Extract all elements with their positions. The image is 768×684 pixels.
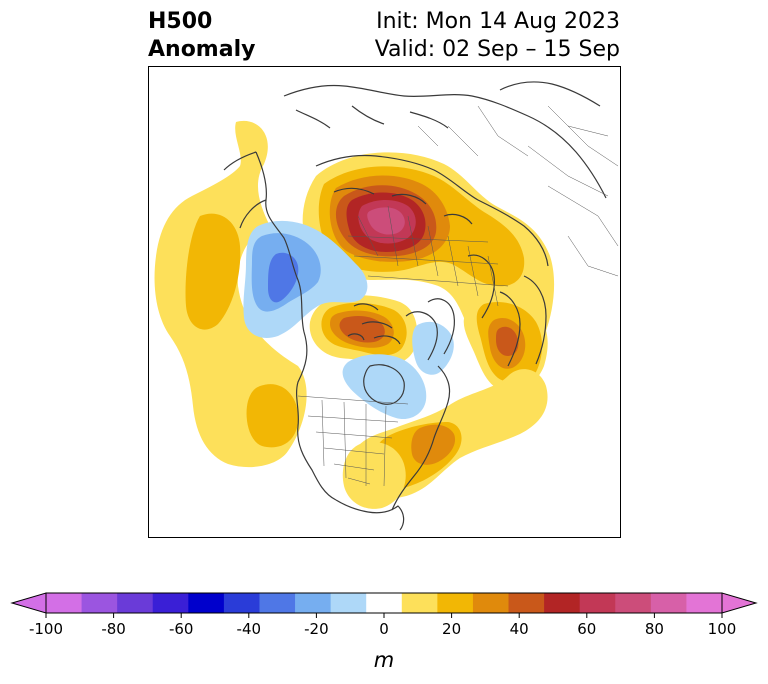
colorbar-segment [437,593,474,613]
init-date: Init: Mon 14 Aug 2023 [376,9,620,34]
anomaly-pacific-gold [185,213,241,330]
colorbar-segments [10,592,758,614]
colorbar-tick-label: 80 [645,620,664,638]
colorbar-segment [188,593,225,613]
title-right: Init: Mon 14 Aug 2023 Valid: 02 Sep – 15… [375,8,620,64]
field-type: Anomaly [148,37,256,62]
colorbar-segment [472,593,510,613]
colorbar: -100 -80 -60 -40 -20 0 20 40 60 80 100 m [10,592,758,672]
colorbar-tick-label: 0 [379,620,389,638]
coastlines [223,81,607,531]
anomaly-siberia-pink [367,207,405,235]
colorbar-segment [46,593,83,613]
valid-range: Valid: 02 Sep – 15 Sep [374,37,620,62]
colorbar-tick-label: 60 [577,620,596,638]
anomaly-hudson-lightblue [342,354,427,420]
map-frame [148,66,621,538]
colorbar-unit-label: m [374,648,394,672]
colorbar-tick-label: -40 [237,620,262,638]
political-borders [297,105,619,487]
colorbar-segment [117,593,154,613]
anomaly-southeast-us-yellow [342,442,406,509]
colorbar-tick-label: 100 [708,620,737,638]
anomaly-east-us-orange [411,424,456,465]
colorbar-segment [401,593,438,613]
anomaly-pacific-south-gold [246,384,299,448]
colorbar-extend-low [10,592,47,614]
anomaly-atlantic-darkorange [496,326,519,356]
colorbar-segment [259,593,296,613]
colorbar-segment [650,593,687,613]
colorbar-segment [81,593,118,613]
colorbar-segment [223,593,260,613]
colorbar-segment [579,593,616,613]
title-left: H500 Anomaly [148,8,255,64]
colorbar-tick-label: -60 [169,620,194,638]
colorbar-extend-high [721,592,758,614]
colorbar-segment [366,593,403,613]
colorbar-segment [615,593,652,613]
colorbar-segment [295,593,332,613]
colorbar-segment [686,593,723,613]
colorbar-tick-label: -80 [101,620,126,638]
colorbar-ticks: -100 -80 -60 -40 -20 0 20 40 60 80 100 [29,613,736,638]
anomaly-map [148,66,621,538]
colorbar-segment [152,593,189,613]
anomaly-labrador-lightblue [412,321,454,375]
colorbar-segment [508,593,545,613]
colorbar-tick-label: 40 [510,620,529,638]
colorbar-tick-label: -100 [29,620,63,638]
field-name: H500 [148,9,213,34]
anomaly-arctic-darkorange [339,316,385,343]
colorbar-segment [330,593,367,613]
colorbar-tick-label: 20 [442,620,461,638]
anomaly-alaska-blue [268,252,299,303]
colorbar-segment [544,593,581,613]
colorbar-tick-label: -20 [304,620,329,638]
